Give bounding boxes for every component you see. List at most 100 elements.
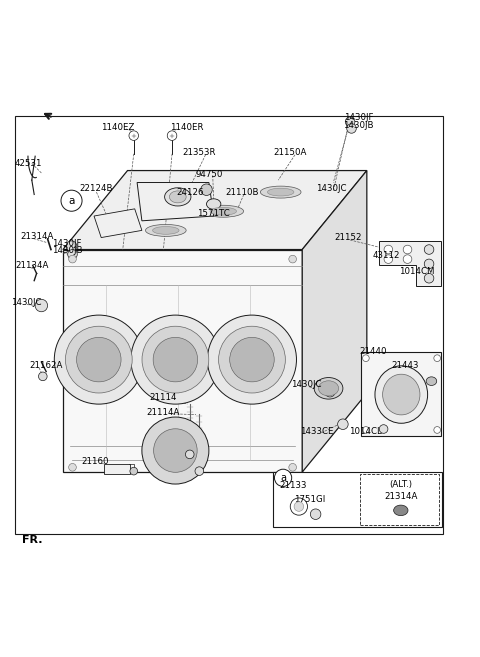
Ellipse shape [375,366,428,423]
Bar [273,472,443,527]
Circle shape [434,426,441,434]
Circle shape [218,327,285,393]
Text: 21134A: 21134A [15,261,48,270]
Circle shape [130,467,138,475]
Bar [361,352,442,436]
Text: 21110B: 21110B [226,188,259,196]
Text: 21152: 21152 [334,233,361,242]
Text: 21150A: 21150A [274,148,307,157]
Polygon shape [379,241,441,286]
Circle shape [142,327,209,393]
Text: 1433CE: 1433CE [300,427,333,436]
Text: 1430JF: 1430JF [52,239,82,248]
Ellipse shape [394,505,408,516]
Circle shape [424,273,434,283]
Circle shape [403,255,412,263]
Circle shape [68,250,77,259]
Text: 21440: 21440 [360,347,387,356]
Circle shape [142,417,209,484]
Bar [360,474,439,525]
Circle shape [345,117,355,127]
Ellipse shape [210,208,237,215]
Circle shape [35,300,48,312]
Ellipse shape [169,191,186,203]
Polygon shape [63,250,302,472]
Circle shape [66,241,77,252]
Circle shape [230,337,274,382]
Circle shape [289,463,297,471]
Ellipse shape [383,374,420,415]
Ellipse shape [426,377,437,386]
Polygon shape [94,209,142,238]
Text: 1430JC: 1430JC [291,380,321,390]
Text: 21162A: 21162A [29,361,63,371]
Ellipse shape [319,381,338,396]
Ellipse shape [153,227,179,235]
Circle shape [424,259,434,269]
Ellipse shape [206,199,221,210]
Text: 21133: 21133 [279,481,306,490]
Circle shape [153,337,198,382]
Polygon shape [137,183,214,221]
Text: 94750: 94750 [195,170,223,179]
Text: 22124B: 22124B [80,184,113,193]
Circle shape [54,315,144,404]
Text: a: a [280,473,286,483]
Text: 1014CM: 1014CM [399,267,435,275]
Circle shape [38,372,47,380]
Circle shape [337,419,348,430]
Text: 1014CL: 1014CL [349,427,382,436]
Text: 1571TC: 1571TC [197,209,230,218]
Circle shape [154,429,197,472]
Bar [104,464,130,474]
Text: 21443: 21443 [391,361,419,371]
Text: 21314A: 21314A [21,232,54,241]
Polygon shape [302,171,367,472]
Circle shape [275,469,292,486]
Text: 42531: 42531 [14,159,42,168]
Circle shape [201,184,212,195]
Text: 21160: 21160 [82,457,109,466]
Circle shape [324,386,335,397]
Circle shape [434,355,441,361]
Text: 21114: 21114 [150,394,177,402]
Text: FR.: FR. [22,535,43,545]
Text: 21353R: 21353R [182,148,216,157]
Circle shape [289,256,297,263]
Bar [15,116,444,534]
Circle shape [69,463,76,471]
Circle shape [362,355,369,361]
Circle shape [61,190,82,212]
Circle shape [384,255,393,263]
Text: 21314A: 21314A [384,491,418,501]
Circle shape [207,315,297,404]
Ellipse shape [260,186,301,198]
Circle shape [403,245,412,254]
Text: 1751GI: 1751GI [294,495,325,505]
Text: 1140ER: 1140ER [169,123,203,132]
Text: 21114A: 21114A [147,408,180,417]
Text: 1140EZ: 1140EZ [101,123,135,132]
Circle shape [362,426,369,434]
Text: 1430JC: 1430JC [11,298,42,307]
Text: 1430JF: 1430JF [344,114,373,122]
Ellipse shape [267,188,294,196]
Circle shape [69,256,76,263]
Text: 1430JB: 1430JB [344,121,374,129]
Text: 43112: 43112 [372,251,400,260]
Ellipse shape [145,225,186,237]
Circle shape [65,327,132,393]
Text: 1430JB: 1430JB [52,246,83,256]
Ellipse shape [314,378,343,399]
Circle shape [347,124,356,133]
Text: 1430JC: 1430JC [316,184,346,193]
Circle shape [76,337,121,382]
Circle shape [294,502,304,511]
Ellipse shape [165,188,191,206]
Text: a: a [68,196,75,206]
Circle shape [379,424,388,434]
Circle shape [167,131,177,141]
Circle shape [129,131,139,141]
Circle shape [185,450,194,459]
Circle shape [384,245,393,254]
